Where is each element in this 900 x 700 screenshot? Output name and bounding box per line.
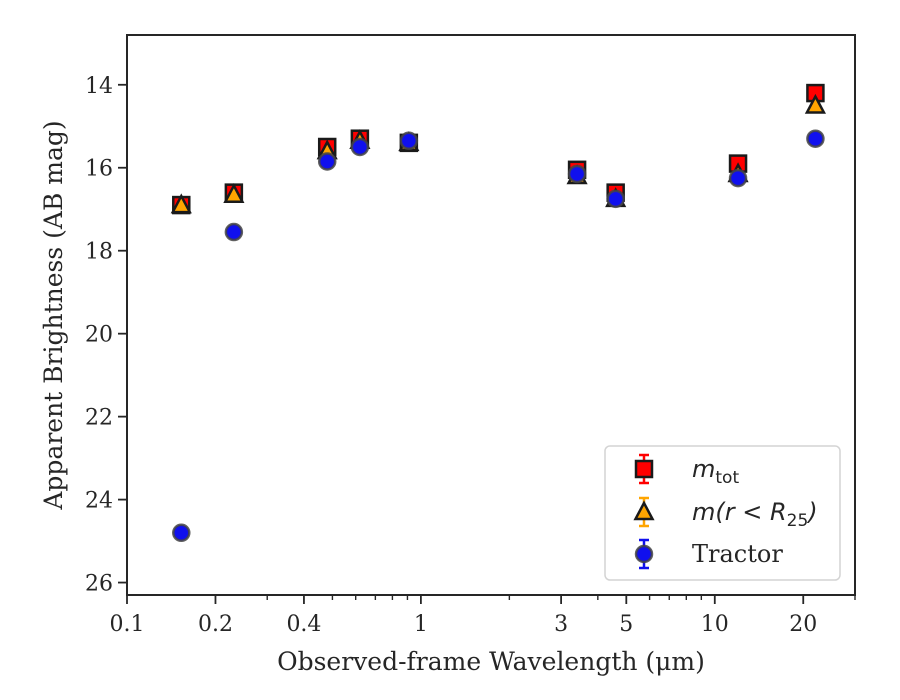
- x-tick-label: 0.4: [286, 612, 321, 637]
- y-tick-label: 24: [85, 489, 113, 514]
- y-axis: 14 16 18 20 22 24 26: [85, 74, 127, 597]
- data-point-tractor: [728, 168, 748, 188]
- legend-box: [604, 445, 841, 581]
- data-point-mr25: [804, 93, 826, 114]
- legend-label-text: ): [806, 498, 817, 526]
- x-tick-label: 3: [554, 612, 568, 637]
- legend-marker-tractor: [634, 544, 654, 564]
- data-point-tractor: [317, 152, 337, 171]
- legend-label-text: Tractor: [692, 540, 783, 568]
- data-point-tractor: [606, 189, 625, 209]
- x-tick-label: 0.1: [110, 612, 145, 637]
- y-tick-label: 22: [85, 406, 113, 431]
- x-tick-label: 0.2: [198, 612, 233, 637]
- data-point-tractor: [350, 137, 370, 157]
- legend-label-mr25: m(r < R25): [692, 498, 818, 531]
- data-point-mr25: [170, 193, 192, 214]
- x-tick-label: 20: [789, 612, 817, 637]
- y-tick-label: 16: [85, 157, 113, 182]
- legend-label-base: m: [692, 455, 715, 483]
- legend: mtot m(r < R25) Tractor: [604, 445, 841, 581]
- plot-area: [170, 83, 826, 543]
- legend-label-mtot: mtot: [692, 455, 739, 488]
- x-tick-label: 5: [619, 612, 633, 637]
- series-mr25: [170, 93, 826, 214]
- x-axis: 0.1 0.2 0.4 1 3 5 10 20: [110, 595, 856, 637]
- y-tick-label: 18: [85, 240, 113, 265]
- plot-frame: [126, 34, 856, 596]
- data-point-tractor: [806, 129, 825, 148]
- data-point-tractor: [224, 222, 244, 242]
- series-tractor: [172, 129, 825, 543]
- data-point-mr25: [223, 183, 245, 203]
- legend-label-tractor: Tractor: [692, 540, 783, 568]
- x-tick-label: 10: [701, 612, 729, 637]
- y-tick-label: 20: [85, 323, 113, 348]
- legend-label-sub: 25: [787, 511, 809, 531]
- legend-label-sub: tot: [715, 468, 739, 488]
- data-point-tractor: [399, 131, 419, 151]
- series-mtot: [172, 83, 825, 215]
- data-point-tractor: [172, 523, 191, 543]
- legend-marker-mtot: [634, 459, 654, 479]
- legend-label-base: m(r < R: [692, 498, 787, 526]
- legend-marker-mr25: [633, 500, 655, 521]
- x-axis-title: Observed-frame Wavelength (μm): [277, 647, 705, 676]
- data-point-tractor: [567, 164, 587, 184]
- y-tick-label: 26: [85, 572, 113, 597]
- x-tick-label: 1: [414, 612, 428, 637]
- y-tick-label: 14: [85, 74, 113, 99]
- y-axis-title: Apparent Brightness (AB mag): [39, 120, 68, 510]
